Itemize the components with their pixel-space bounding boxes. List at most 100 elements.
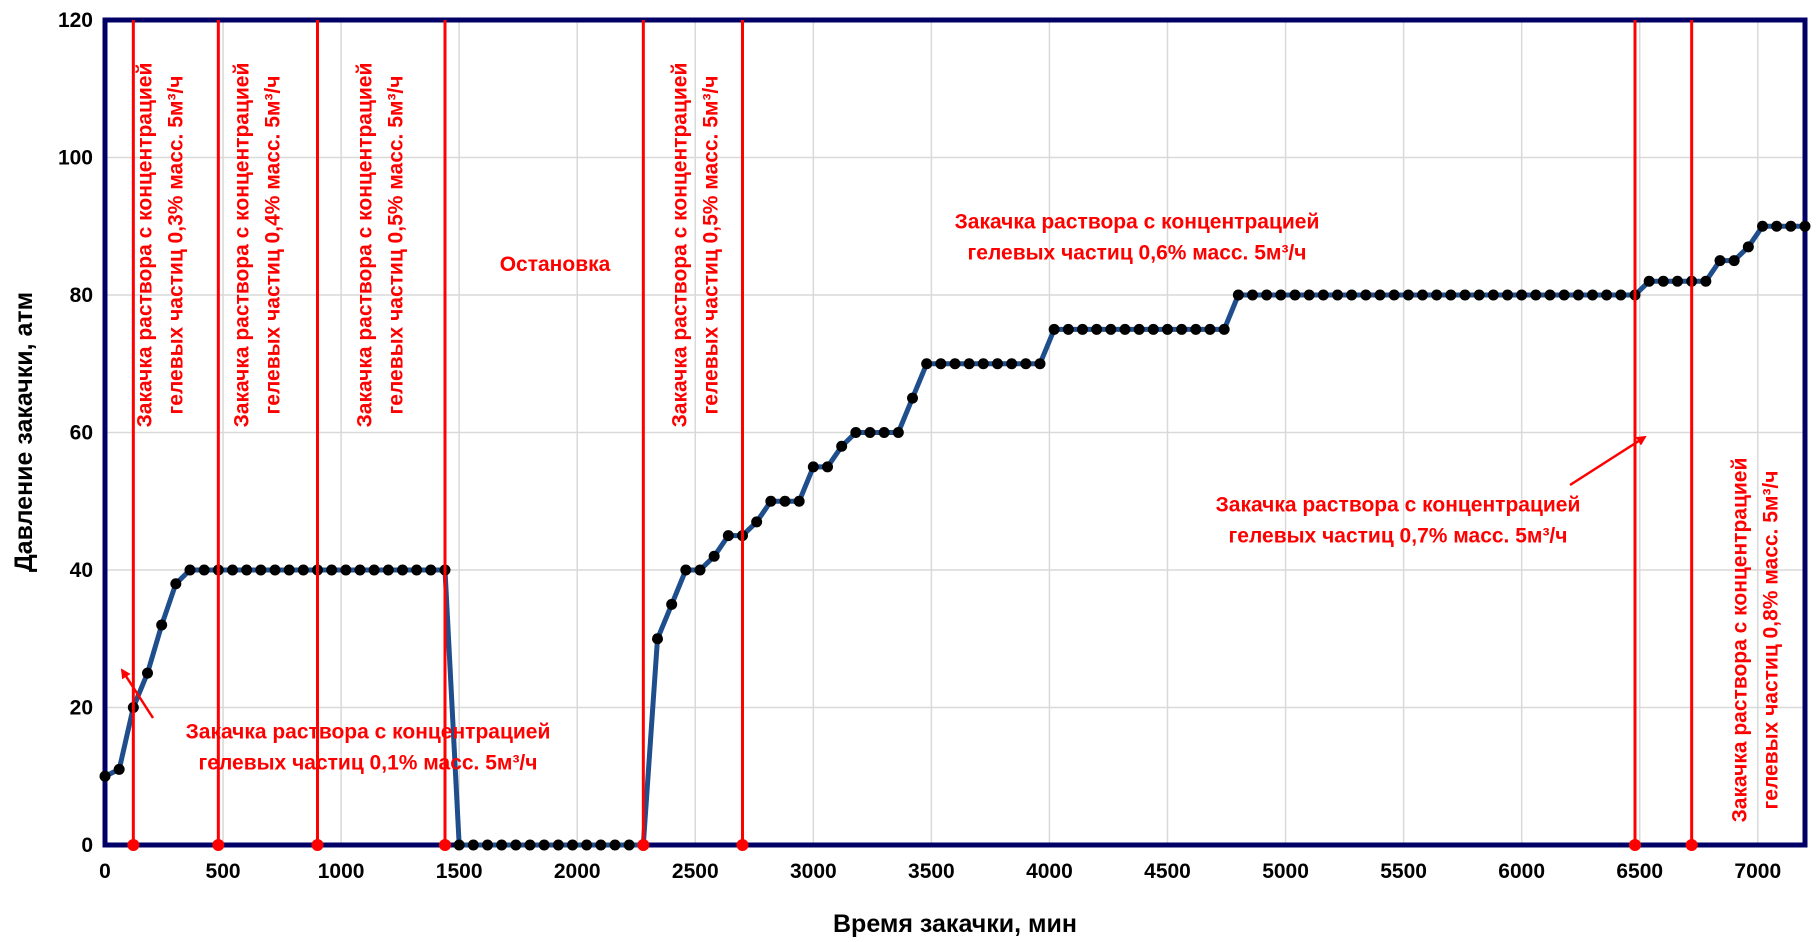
data-point — [524, 839, 536, 851]
annotations: Закачка раствора с концентрацией гелевых … — [134, 63, 1783, 823]
annotation-line: гелевых частиц 0,3% масс. 5м³/ч — [165, 76, 188, 415]
annotation: Закачка раствора с концентрацией гелевых … — [186, 721, 551, 775]
data-point — [595, 839, 607, 851]
data-point — [340, 564, 352, 576]
annotation-line: Закачка раствора с концентрацией — [1729, 458, 1752, 823]
y-tick-label: 40 — [70, 559, 93, 582]
data-point — [453, 839, 465, 851]
data-point — [1388, 289, 1400, 301]
data-point — [156, 619, 168, 631]
annotation-arrow — [120, 668, 155, 719]
y-axis-ticks: 0 20 40 60 80 100 120 — [58, 9, 93, 857]
data-point — [255, 564, 267, 576]
x-tick-label: 3500 — [908, 860, 955, 883]
annotation-line: гелевых частиц 0,6% масс. 5м³/ч — [968, 242, 1307, 265]
data-point — [680, 564, 692, 576]
x-tick-label: 2000 — [554, 860, 601, 883]
data-point — [227, 564, 238, 576]
data-point — [609, 839, 621, 851]
data-point — [1346, 289, 1358, 301]
y-tick-label: 20 — [70, 697, 93, 720]
data-point — [666, 598, 678, 610]
data-point — [1771, 220, 1783, 232]
x-tick-label: 5000 — [1262, 860, 1309, 883]
annotation-line: гелевых частиц 0,5% масс. 5м³/ч — [700, 76, 723, 415]
stage-marker — [736, 839, 749, 851]
data-point — [878, 427, 890, 438]
y-axis-title: Давление закачки, атм — [10, 292, 38, 572]
data-point — [1062, 323, 1074, 335]
data-point — [283, 564, 295, 576]
x-axis-title: Время закачки, мин — [833, 910, 1077, 938]
stage-marker — [637, 839, 650, 851]
x-tick-label: 0 — [99, 860, 111, 883]
annotation-arrows — [120, 435, 1647, 719]
data-point — [1048, 323, 1060, 335]
x-axis-ticks: 0 500 1000 1500 2000 2500 3000 3500 4000 4500 5000… — [99, 860, 1781, 883]
data-point — [1757, 220, 1768, 232]
data-point — [1289, 289, 1301, 301]
annotation-line: Остановка — [500, 253, 611, 276]
x-tick-label: 4000 — [1026, 860, 1073, 883]
x-tick-label: 6000 — [1498, 860, 1545, 883]
data-point — [1204, 323, 1216, 335]
data-point — [623, 839, 635, 851]
x-tick-label: 1500 — [436, 860, 483, 883]
stage-marker — [1629, 839, 1641, 851]
data-point — [269, 564, 281, 576]
data-point — [297, 564, 309, 576]
data-point — [1176, 323, 1188, 335]
data-point — [1502, 289, 1513, 301]
data-point — [1643, 275, 1655, 287]
data-point — [482, 839, 493, 851]
grid-lines — [105, 20, 1805, 845]
data-point — [1516, 289, 1528, 301]
data-point — [1785, 220, 1797, 232]
data-point — [751, 516, 763, 528]
data-point — [510, 839, 522, 851]
data-point — [992, 358, 1003, 370]
data-point — [1218, 323, 1230, 335]
data-point — [977, 358, 989, 370]
data-point — [807, 461, 819, 473]
data-point — [1530, 289, 1542, 301]
x-tick-label: 2500 — [672, 860, 719, 883]
annotation-arrow — [1569, 435, 1647, 487]
data-point — [1672, 275, 1683, 287]
stage-marker — [1685, 839, 1698, 851]
data-point — [1445, 289, 1457, 301]
data-point — [1162, 323, 1173, 335]
data-point — [1417, 289, 1428, 301]
plot-area-border — [102, 17, 1808, 848]
annotation-line: Закачка раствора с концентрацией — [354, 63, 377, 428]
x-tick-label: 7000 — [1734, 860, 1781, 883]
data-point — [113, 763, 125, 775]
data-point — [1700, 275, 1712, 287]
data-point — [1105, 323, 1117, 335]
data-point — [1360, 289, 1372, 301]
x-tick-label: 6500 — [1616, 860, 1663, 883]
x-tick-label: 3000 — [790, 860, 837, 883]
x-tick-label: 500 — [206, 860, 241, 883]
data-point — [949, 358, 961, 370]
data-point — [326, 564, 338, 576]
data-point — [1317, 289, 1329, 301]
data-point — [142, 667, 153, 679]
data-point — [1020, 358, 1032, 370]
data-point — [1303, 289, 1315, 301]
annotation-line: Закачка раствора с концентрацией — [186, 721, 551, 744]
stage-marker — [439, 839, 451, 851]
data-point — [694, 564, 706, 576]
data-point — [382, 564, 394, 576]
data-point — [1133, 323, 1145, 335]
annotation: Закачка раствора с концентрацией гелевых … — [669, 63, 723, 428]
x-tick-label: 4500 — [1144, 860, 1191, 883]
data-point — [1459, 289, 1471, 301]
data-point — [1374, 289, 1386, 301]
data-point — [907, 392, 918, 404]
data-point — [241, 564, 253, 576]
data-point — [1332, 289, 1343, 301]
data-point — [1402, 289, 1414, 301]
data-point — [496, 839, 508, 851]
